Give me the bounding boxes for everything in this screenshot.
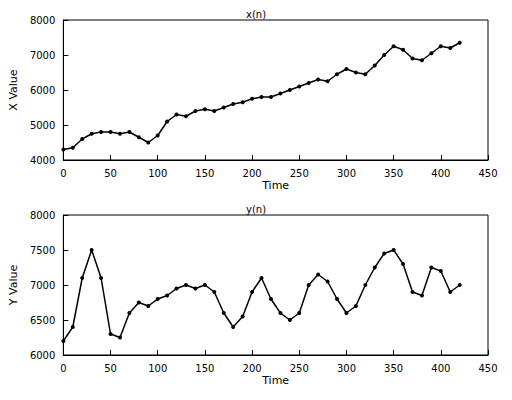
svg-text:7500: 7500 [30, 245, 55, 256]
svg-text:350: 350 [384, 363, 403, 374]
svg-text:400: 400 [431, 168, 450, 179]
svg-text:y(n): y(n) [246, 204, 266, 215]
svg-text:150: 150 [195, 363, 214, 374]
svg-text:8000: 8000 [30, 15, 55, 26]
svg-text:450: 450 [478, 363, 497, 374]
svg-text:x(n): x(n) [246, 9, 266, 20]
svg-text:7000: 7000 [30, 50, 55, 61]
svg-text:300: 300 [337, 363, 356, 374]
svg-text:X Value: X Value [7, 69, 20, 110]
svg-text:200: 200 [243, 168, 262, 179]
svg-text:6000: 6000 [30, 85, 55, 96]
svg-text:6000: 6000 [30, 350, 55, 361]
svg-text:250: 250 [290, 168, 309, 179]
svg-text:150: 150 [195, 168, 214, 179]
svg-text:50: 50 [104, 168, 117, 179]
svg-text:0: 0 [60, 168, 66, 179]
svg-text:5000: 5000 [30, 120, 55, 131]
svg-text:8000: 8000 [30, 210, 55, 221]
svg-text:350: 350 [384, 168, 403, 179]
svg-text:Time: Time [261, 179, 289, 192]
svg-text:0: 0 [60, 363, 66, 374]
svg-text:100: 100 [148, 168, 167, 179]
svg-text:4000: 4000 [30, 155, 55, 166]
svg-text:6500: 6500 [30, 315, 55, 326]
svg-text:Y Value: Y Value [7, 265, 20, 307]
svg-text:7000: 7000 [30, 280, 55, 291]
svg-text:Time: Time [261, 374, 289, 387]
svg-text:400: 400 [431, 363, 450, 374]
svg-text:300: 300 [337, 168, 356, 179]
svg-text:200: 200 [243, 363, 262, 374]
svg-text:450: 450 [478, 168, 497, 179]
svg-text:50: 50 [104, 363, 117, 374]
svg-text:100: 100 [148, 363, 167, 374]
svg-text:250: 250 [290, 363, 309, 374]
